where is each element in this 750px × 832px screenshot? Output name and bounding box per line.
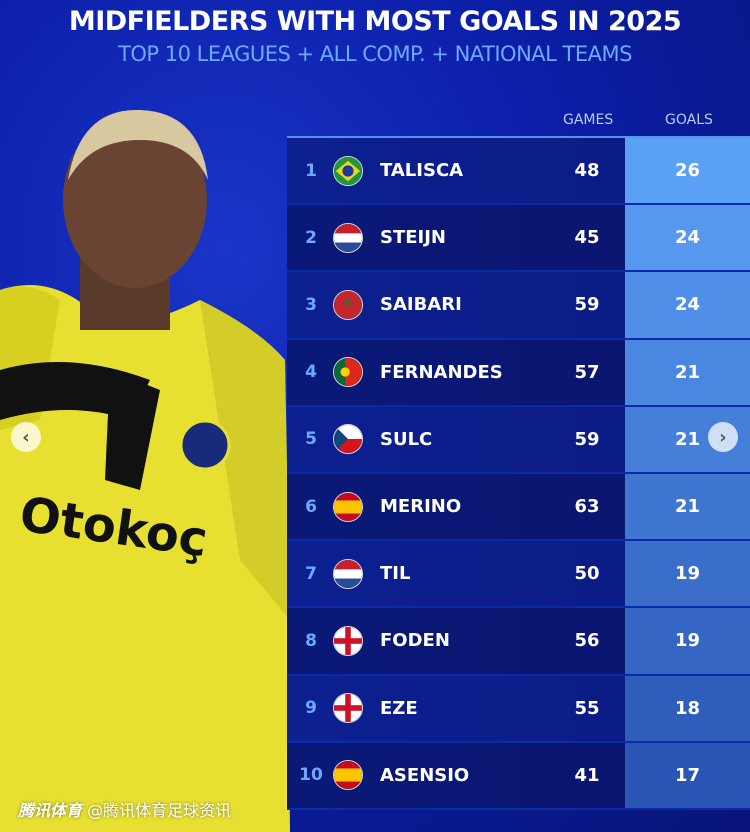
goals-value: 19 xyxy=(625,608,750,674)
goals-value: 24 xyxy=(625,272,750,338)
games-value: 59 xyxy=(574,428,600,450)
table-row: 7 TIL 50 19 xyxy=(287,541,750,609)
games-value: 45 xyxy=(574,227,600,249)
games-value: 50 xyxy=(574,563,600,585)
table-row: 6 MERINO 63 21 xyxy=(287,473,750,542)
ranking-table: 1 TALISCA 48 26 2 STEIJN 45 24 3 SAIBARI… xyxy=(287,136,750,810)
flag-netherlands-icon xyxy=(333,222,363,253)
goals-value: 17 xyxy=(625,742,750,808)
flag-spain-icon xyxy=(333,760,363,791)
rank: 3 xyxy=(305,294,317,315)
table-row: 9 EZE 55 18 xyxy=(287,675,750,743)
table-row: 2 STEIJN 45 24 xyxy=(287,205,750,273)
page-subtitle: TOP 10 LEAGUES + ALL COMP. + NATIONAL TE… xyxy=(118,42,632,66)
goals-value: 21 xyxy=(625,339,750,405)
games-column-header: GAMES xyxy=(563,112,614,128)
flag-czechia-icon xyxy=(333,424,363,455)
flag-portugal-icon xyxy=(333,357,363,388)
games-value: 56 xyxy=(574,630,600,652)
player-name: TIL xyxy=(380,563,411,585)
goals-value: 21 xyxy=(625,473,750,540)
rank: 7 xyxy=(305,563,317,584)
games-value: 57 xyxy=(574,361,600,383)
goals-column-header: GOALS xyxy=(665,112,713,128)
goals-value: 19 xyxy=(625,541,750,607)
games-value: 59 xyxy=(574,294,600,316)
player-name: STEIJN xyxy=(380,227,446,249)
player-photo: Otokoç xyxy=(0,109,290,832)
player-name: ASENSIO xyxy=(380,764,470,786)
rank: 2 xyxy=(305,227,317,248)
games-value: 55 xyxy=(574,697,600,719)
rank: 8 xyxy=(305,630,317,651)
flag-spain-icon xyxy=(333,491,363,522)
table-row: 4 FERNANDES 57 21 xyxy=(287,339,750,407)
player-name: SAIBARI xyxy=(380,294,462,316)
table-row: 8 FODEN 56 19 xyxy=(287,608,750,676)
rank: 10 xyxy=(299,765,323,786)
page-title: MIDFIELDERS WITH MOST GOALS IN 2025 xyxy=(68,6,682,37)
table-row: 3 SAIBARI 59 24 xyxy=(287,272,750,340)
rank: 4 xyxy=(305,362,317,383)
carousel-prev-button[interactable]: ‹ xyxy=(11,422,41,452)
flag-england-icon xyxy=(333,625,363,656)
goals-value: 24 xyxy=(625,205,750,271)
games-value: 48 xyxy=(574,160,600,182)
carousel-next-button[interactable]: › xyxy=(708,422,738,452)
player-name: SULC xyxy=(380,428,433,450)
flag-morocco-icon xyxy=(333,289,363,320)
player-name: EZE xyxy=(380,697,418,719)
rank: 9 xyxy=(305,698,317,719)
watermark-handle: @腾讯体育足球资讯 xyxy=(87,801,232,820)
player-name: FERNANDES xyxy=(380,361,503,383)
goals-value: 26 xyxy=(625,138,750,204)
player-name: MERINO xyxy=(380,496,462,518)
table-row: 10 ASENSIO 41 17 xyxy=(287,742,750,810)
player-name: TALISCA xyxy=(380,160,464,182)
rank: 1 xyxy=(305,160,317,181)
flag-england-icon xyxy=(333,693,363,724)
games-value: 63 xyxy=(574,496,600,518)
flag-brazil-icon xyxy=(333,155,363,186)
rank: 6 xyxy=(305,496,317,517)
goals-value: 18 xyxy=(625,675,750,741)
games-value: 41 xyxy=(574,764,600,786)
table-row: 1 TALISCA 48 26 xyxy=(287,138,750,206)
rank: 5 xyxy=(305,429,317,450)
flag-netherlands-icon xyxy=(333,558,363,589)
table-row: 5 SULC 59 21 xyxy=(287,406,750,474)
player-name: FODEN xyxy=(380,630,450,652)
watermark-brand: 腾讯体育 xyxy=(18,801,83,820)
watermark: 腾讯体育 @腾讯体育足球资讯 xyxy=(18,797,231,821)
